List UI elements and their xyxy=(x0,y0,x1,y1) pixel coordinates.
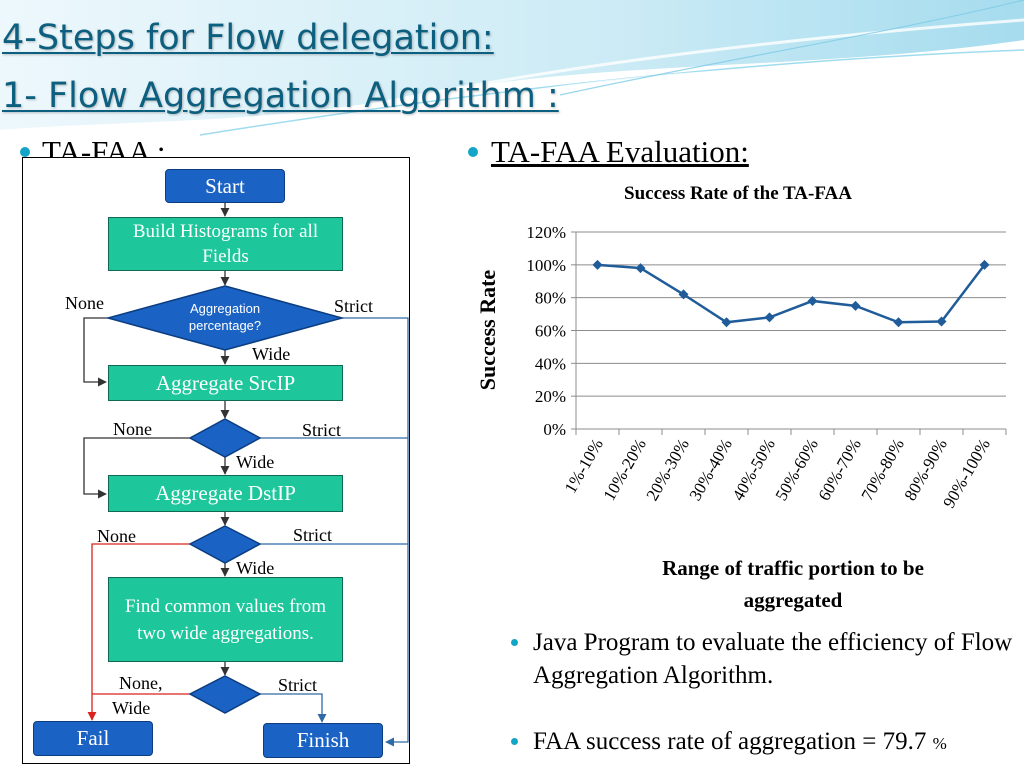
slide-title-line1: 4-Steps for Flow delegation: xyxy=(2,18,494,58)
chart-y-tick-label: 120% xyxy=(526,223,566,242)
slide-title-line2: 1- Flow Aggregation Algorithm : xyxy=(2,76,559,116)
sub-bullet-dot xyxy=(511,639,518,646)
bullet-dot xyxy=(468,147,478,157)
success-rate-unit: % xyxy=(932,734,947,753)
chart-x-tick-label: 1%-10% xyxy=(561,436,607,497)
arrow-strict-1 xyxy=(342,317,409,747)
find-common-values-box: Find common values from two wide aggrega… xyxy=(108,577,343,662)
finish-node: Finish xyxy=(263,723,383,758)
build-histograms-box: Build Histograms for all Fields xyxy=(108,217,343,271)
chart-data-point xyxy=(893,317,904,328)
chart-y-tick-label: 0% xyxy=(543,420,566,439)
chart-data-point xyxy=(721,317,732,328)
arrow-none-2 xyxy=(83,437,190,499)
bullet-dot xyxy=(20,147,30,157)
start-node: Start xyxy=(165,169,285,203)
edge-label-wide: Wide xyxy=(236,452,275,472)
decision-diamond-2 xyxy=(188,418,262,458)
chart-data-point xyxy=(979,259,990,270)
edge-label-none-wide: None, xyxy=(119,673,163,693)
right-heading: TA-FAA Evaluation: xyxy=(491,134,749,169)
chart-series-line xyxy=(597,263,986,324)
edge-label-strict: Strict xyxy=(334,296,373,316)
edge-label-none: None xyxy=(97,526,136,546)
chart-y-tick-label: 80% xyxy=(535,289,566,308)
aggregate-srcip-box: Aggregate SrcIP xyxy=(108,365,343,401)
chart-data-point xyxy=(592,259,603,270)
chart-y-axis-label: Success Rate xyxy=(475,270,500,391)
decision-label: Aggregation percentage? xyxy=(188,301,262,333)
arrow-strict-4 xyxy=(260,693,327,723)
chart-y-tick-label: 20% xyxy=(535,387,566,406)
edge-label-wide: Wide xyxy=(236,558,275,578)
chart-data-point xyxy=(936,316,947,327)
chart-data-point xyxy=(635,263,646,274)
chart-data-point xyxy=(678,289,689,300)
decision-diamond-1 xyxy=(105,285,345,351)
edge-label-strict: Strict xyxy=(278,675,317,695)
edge-label-none: None xyxy=(65,293,104,313)
edge-label-strict: Strict xyxy=(302,420,341,440)
chart-y-tick-label: 100% xyxy=(526,256,566,275)
chart-y-tick-label: 40% xyxy=(535,354,566,373)
chart-x-axis-label-line1: Range of traffic portion to be xyxy=(662,556,924,580)
chart-data-point xyxy=(764,312,775,323)
success-rate-text: FAA success rate of aggregation = 79.7 xyxy=(533,728,927,755)
bullet-java-program: Java Program to evaluate the efficiency … xyxy=(533,629,1013,689)
aggregate-dstip-box: Aggregate DstIP xyxy=(108,475,343,512)
chart-data-point xyxy=(807,295,818,306)
fail-node: Fail xyxy=(33,721,153,756)
chart-data-point xyxy=(850,300,861,311)
arrow-none-fail xyxy=(87,543,190,721)
chart-x-axis-label-line2: aggregated xyxy=(744,588,843,612)
edge-label-none-wide: Wide xyxy=(112,698,151,718)
chart-y-tick-label: 60% xyxy=(535,322,566,341)
edge-label-none: None xyxy=(113,419,152,439)
sub-bullet-dot xyxy=(511,738,518,745)
edge-label-strict: Strict xyxy=(293,525,332,545)
edge-label-wide: Wide xyxy=(252,344,291,364)
decision-diamond-4 xyxy=(188,675,262,714)
success-rate-chart: Success Rate of the TA-FAA Success Rate … xyxy=(475,183,1007,612)
chart-title: Success Rate of the TA-FAA xyxy=(624,183,852,204)
decision-diamond-3 xyxy=(188,525,262,564)
bullet-success-rate: FAA success rate of aggregation = 79.7 % xyxy=(533,725,947,760)
arrow-none-1 xyxy=(83,317,108,387)
